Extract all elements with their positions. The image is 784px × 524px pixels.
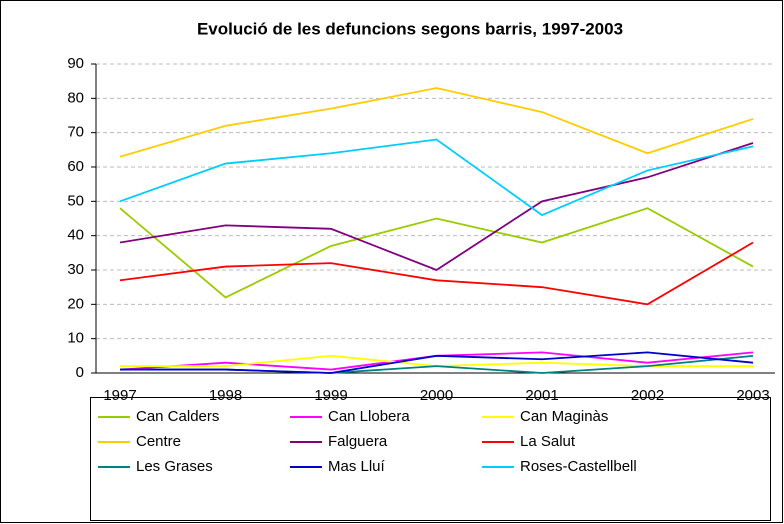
- series-line: [119, 138, 754, 217]
- series-line: [119, 142, 754, 272]
- y-tick-label: 80: [67, 89, 84, 106]
- y-tick-label: 90: [67, 55, 84, 72]
- y-tick-label: 40: [67, 227, 84, 244]
- legend-label: Mas Lluí: [328, 458, 386, 475]
- series-line: [119, 87, 754, 158]
- series-line: [119, 241, 754, 306]
- legend: [90, 397, 771, 521]
- legend-label: Falguera: [328, 433, 388, 450]
- legend-label: Can Llobera: [328, 408, 410, 425]
- series-line: [119, 207, 754, 299]
- x-tick-label: 2002: [631, 387, 664, 404]
- legend-label: Can Calders: [136, 408, 219, 425]
- x-tick-label: 1997: [103, 387, 136, 404]
- y-tick-label: 0: [76, 364, 84, 381]
- y-tick-label: 10: [67, 330, 84, 347]
- series-line: [120, 351, 754, 374]
- y-tick-label: 50: [67, 192, 84, 209]
- x-tick-label: 1998: [209, 387, 242, 404]
- y-tick-label: 70: [67, 124, 84, 141]
- y-tick-label: 60: [67, 158, 84, 175]
- y-tick-label: 20: [67, 295, 84, 312]
- x-tick-label: 2001: [525, 387, 558, 404]
- y-tick-label: 30: [67, 261, 84, 278]
- x-tick-label: 1999: [314, 387, 347, 404]
- legend-label: Can Maginàs: [520, 408, 608, 425]
- legend-label: Les Grases: [136, 458, 213, 475]
- legend-label: Roses-Castellbell: [520, 458, 637, 475]
- legend-label: La Salut: [520, 433, 576, 450]
- x-tick-label: 2003: [736, 387, 769, 404]
- x-tick-label: 2000: [420, 387, 453, 404]
- legend-label: Centre: [136, 433, 181, 450]
- chart-title: Evolució de les defuncions segons barris…: [197, 19, 623, 38]
